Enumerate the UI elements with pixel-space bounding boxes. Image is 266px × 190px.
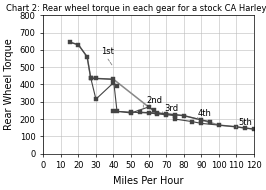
Text: 1st: 1st <box>101 47 114 56</box>
X-axis label: Miles Per Hour: Miles Per Hour <box>113 176 184 186</box>
Text: 4th: 4th <box>198 109 212 119</box>
Y-axis label: Rear Wheel Torque: Rear Wheel Torque <box>4 39 14 130</box>
Title: Chart 2: Rear wheel torque in each gear for a stock CA Harley 1340: Chart 2: Rear wheel torque in each gear … <box>6 4 266 13</box>
Text: 3rd: 3rd <box>164 104 178 113</box>
Text: 5th: 5th <box>238 118 252 127</box>
Text: 2nd: 2nd <box>147 96 163 105</box>
